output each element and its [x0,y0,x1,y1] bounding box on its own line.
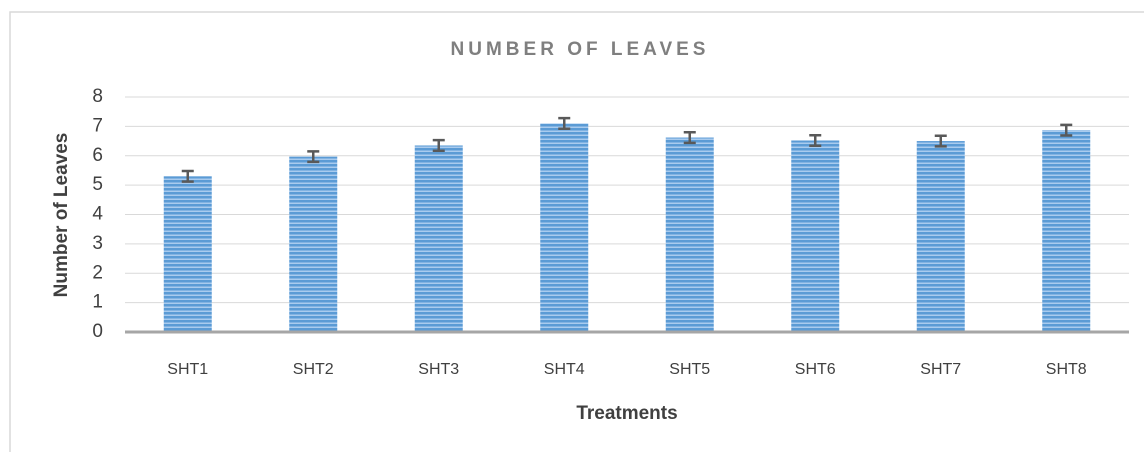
x-tick-label: SHT2 [293,361,334,378]
bar [414,145,463,332]
chart-frame [9,11,1144,452]
y-tick-label: 0 [92,321,103,342]
error-bar [1060,123,1073,137]
error-bar [683,131,696,145]
x-tick-label: SHT3 [418,361,459,378]
bar [163,176,212,332]
x-tick-label: SHT6 [795,361,836,378]
y-tick-label: 8 [92,86,103,107]
x-tick-label: SHT8 [1046,361,1087,378]
x-tick-label: SHT5 [669,361,710,378]
bar [665,137,714,332]
error-bar [558,116,571,130]
error-bar [307,150,320,164]
y-tick-label: 5 [92,174,103,195]
chart-title: NUMBER OF LEAVES [451,39,710,60]
error-bar [432,138,445,153]
error-bar [934,134,947,148]
bar [916,141,965,332]
y-tick-label: 2 [92,262,103,283]
x-tick-label: SHT4 [544,361,585,378]
y-tick-label: 4 [92,204,103,225]
y-tick-label: 6 [92,145,103,166]
bar [791,140,840,332]
y-tick-label: 7 [92,115,103,136]
bar [1042,130,1091,332]
y-tick-label: 3 [92,233,103,254]
x-tick-label: SHT1 [167,361,208,378]
error-bar [181,169,194,183]
x-tick-label: SHT7 [920,361,961,378]
y-tick-label: 1 [92,292,103,313]
bar [540,123,589,332]
error-bar [809,133,822,148]
x-axis-label: Treatments [576,403,677,424]
y-axis-label: Number of Leaves [51,133,72,298]
bar [289,156,338,332]
